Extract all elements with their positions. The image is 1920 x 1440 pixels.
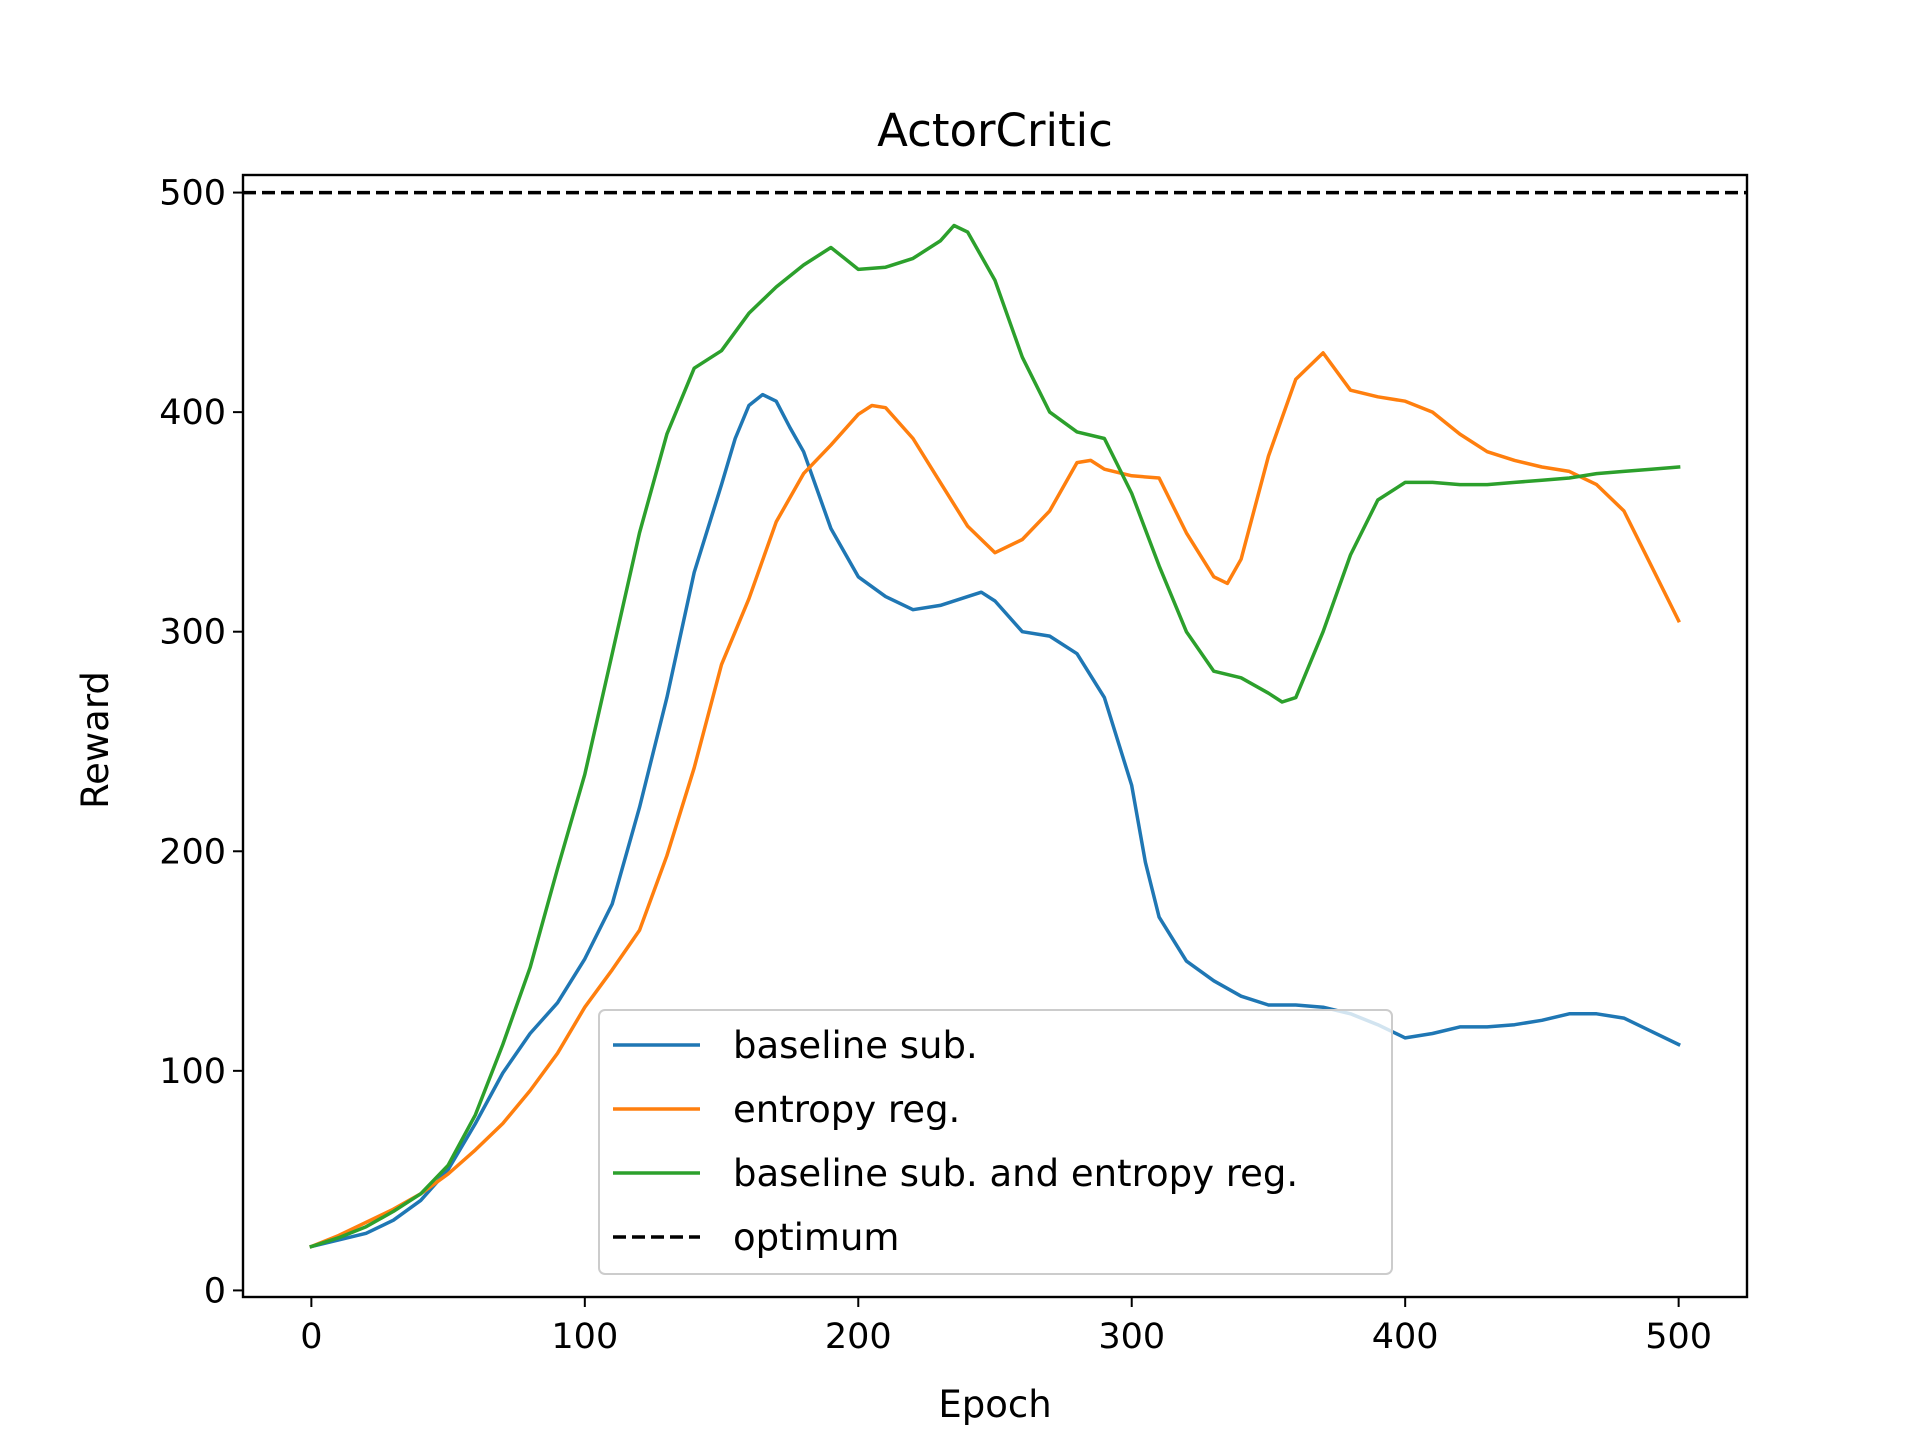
y-axis-ticks: 0 100 200 300 400 500 [159, 174, 243, 1311]
y-tick-label: 0 [204, 1271, 226, 1311]
series-layer [243, 190, 1747, 1249]
series-line-3 [309, 223, 1681, 1249]
legend-label-3: baseline sub. and entropy reg. [733, 1152, 1298, 1195]
y-tick-label: 200 [159, 832, 226, 872]
x-axis-ticks: 0 100 200 300 400 500 [300, 1297, 1712, 1357]
legend-label-4: optimum [733, 1216, 899, 1259]
x-tick-label: 0 [300, 1317, 322, 1357]
chart-title: ActorCritic [877, 104, 1113, 157]
x-tick-label: 400 [1372, 1317, 1439, 1357]
legend-frame [598, 1009, 1393, 1275]
series-line-2 [309, 351, 1681, 1249]
legend-label-1: baseline sub. [733, 1024, 978, 1067]
x-tick-label: 200 [825, 1317, 892, 1357]
y-axis-label: Reward [74, 671, 117, 809]
x-tick-label: 100 [551, 1317, 618, 1357]
y-tick-label: 100 [159, 1052, 226, 1092]
plot-area [241, 173, 1749, 1299]
legend: baseline sub. entropy reg. baseline sub. a… [598, 1009, 1393, 1275]
series-line-1 [309, 392, 1681, 1249]
y-tick-label: 300 [159, 613, 226, 653]
legend-label-2: entropy reg. [733, 1088, 960, 1131]
x-tick-label: 300 [1098, 1317, 1165, 1357]
y-tick-label: 400 [159, 393, 226, 433]
axes-frame [241, 173, 1749, 1299]
x-tick-label: 500 [1645, 1317, 1712, 1357]
x-axis-label: Epoch [938, 1383, 1051, 1426]
y-tick-label: 500 [159, 174, 226, 214]
